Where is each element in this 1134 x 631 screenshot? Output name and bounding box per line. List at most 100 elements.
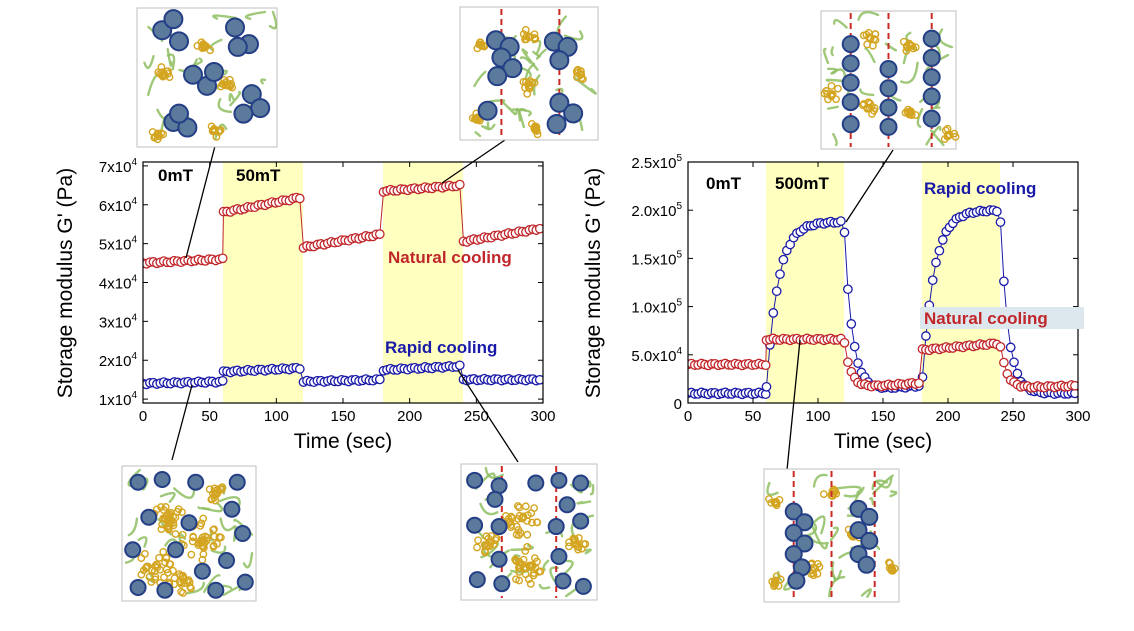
schematic-insets bbox=[121, 6, 960, 603]
data-point bbox=[1005, 342, 1016, 353]
data-point bbox=[999, 276, 1009, 287]
field-off-label: 0mT bbox=[158, 166, 194, 185]
magnetic-particle bbox=[236, 573, 254, 591]
magnetic-particle bbox=[477, 100, 498, 121]
magnetic-particle bbox=[468, 571, 486, 589]
crystalline-cluster bbox=[940, 124, 960, 144]
crystalline-cluster bbox=[205, 483, 227, 505]
magnetic-particle bbox=[466, 471, 484, 489]
data-point bbox=[534, 223, 543, 234]
magnetic-particle bbox=[493, 575, 511, 593]
x-tick-label: 200 bbox=[397, 408, 422, 425]
data-point bbox=[534, 374, 543, 385]
crystalline-cluster bbox=[511, 542, 545, 588]
schematic-inset bbox=[460, 463, 598, 601]
crystalline-cluster bbox=[859, 29, 880, 50]
data-point bbox=[374, 374, 385, 385]
series-label-rapid: Rapid cooling bbox=[385, 338, 497, 357]
data-series bbox=[143, 179, 543, 390]
magnetic-particle bbox=[466, 516, 484, 534]
magnetic-particle bbox=[490, 550, 508, 568]
y-axis-ticks: 1x104 2x104 3x104 4x104 5x104 6x104 7x104 bbox=[99, 157, 543, 409]
magnetic-particle bbox=[563, 103, 584, 124]
y-tick-label: 3x104 bbox=[99, 312, 138, 331]
magnetic-particle bbox=[857, 555, 876, 574]
magnetic-particle bbox=[156, 581, 174, 599]
magnetic-particle bbox=[204, 61, 224, 82]
callout-line bbox=[171, 384, 193, 461]
magnetic-particle bbox=[228, 473, 246, 491]
magnetic-particle bbox=[922, 109, 941, 128]
crystalline-cluster bbox=[473, 532, 501, 557]
magnetic-particle bbox=[187, 473, 205, 491]
crystalline-cluster bbox=[154, 63, 174, 82]
y-tick-label: 2.0x105 bbox=[631, 201, 682, 220]
magnetic-particle bbox=[922, 29, 941, 48]
crystalline-cluster bbox=[572, 65, 587, 84]
x-axis-title: Time (sec) bbox=[294, 430, 392, 453]
y-axis-title: Storage modulus G' (Pa) bbox=[582, 168, 605, 398]
x-tick-label: 0 bbox=[139, 408, 147, 425]
y-tick-label: 5x104 bbox=[99, 235, 138, 254]
series-label-natural: Natural cooling bbox=[388, 248, 512, 267]
data-point bbox=[836, 216, 846, 226]
callout-lines bbox=[171, 139, 894, 471]
crystalline-cluster bbox=[148, 128, 168, 144]
crystalline-cluster bbox=[820, 82, 842, 104]
magnetic-particle bbox=[163, 9, 184, 30]
label-highlight bbox=[920, 307, 1084, 329]
data-point bbox=[853, 358, 863, 368]
callout-line bbox=[457, 369, 519, 463]
series-natural-cooling bbox=[143, 179, 543, 269]
magnetic-particle bbox=[547, 518, 565, 536]
magnetic-particle bbox=[487, 66, 508, 87]
magnetic-particle bbox=[549, 50, 570, 71]
magnetic-particle bbox=[879, 59, 898, 78]
magnetic-particle bbox=[784, 502, 803, 521]
crystalline-cluster bbox=[901, 105, 920, 119]
data-point bbox=[760, 360, 771, 371]
data-point bbox=[294, 364, 305, 374]
y-tick-label: 1.5x105 bbox=[631, 249, 682, 268]
magnetic-particle bbox=[572, 512, 590, 530]
magnetic-particle bbox=[574, 577, 592, 595]
y-tick-label: 4x104 bbox=[99, 274, 138, 293]
magnetic-particle bbox=[550, 547, 568, 565]
magnetic-particle bbox=[486, 490, 504, 508]
crystalline-cluster bbox=[765, 495, 784, 510]
data-point bbox=[937, 235, 948, 245]
field-on-label: 500mT bbox=[775, 174, 829, 193]
x-tick-label: 50 bbox=[745, 408, 762, 425]
schematic-inset bbox=[136, 7, 278, 148]
data-point bbox=[843, 357, 853, 368]
magnetic-particle bbox=[233, 103, 254, 124]
x-tick-label: 150 bbox=[870, 408, 895, 425]
series-label-natural: Natural cooling bbox=[924, 309, 1048, 328]
magnetic-particle bbox=[841, 93, 860, 112]
magnetic-particle bbox=[225, 17, 245, 38]
crystalline-cluster bbox=[519, 77, 539, 98]
magnetic-particle bbox=[549, 92, 570, 113]
magnetic-particle bbox=[879, 79, 898, 98]
x-axis-ticks: 0 50 100 150 200 250 300 bbox=[139, 162, 556, 425]
magnetic-particle bbox=[250, 98, 271, 119]
schematic-inset bbox=[459, 6, 599, 141]
y-tick-label: 2.5x105 bbox=[631, 153, 682, 172]
data-point bbox=[217, 253, 228, 264]
data-point bbox=[454, 360, 465, 371]
data-point bbox=[217, 375, 228, 386]
data-point bbox=[849, 341, 860, 352]
data-point bbox=[992, 206, 1002, 217]
magnetic-particle bbox=[922, 68, 941, 87]
data-point bbox=[768, 308, 779, 318]
crystalline-cluster bbox=[193, 38, 215, 55]
magnetic-particle bbox=[787, 571, 806, 590]
chart-right-500mT: 0 50 100 150 200 250 300 0 5.0x104 1.0x105 1.5x10… bbox=[582, 153, 1091, 453]
x-tick-label: 300 bbox=[1065, 408, 1090, 425]
magnetic-particle bbox=[849, 521, 868, 540]
magnetic-particle bbox=[546, 114, 567, 135]
plot-frame bbox=[142, 161, 544, 404]
x-tick-label: 50 bbox=[201, 408, 218, 425]
y-tick-label: 1.0x105 bbox=[631, 298, 682, 317]
schematic-inset bbox=[820, 10, 960, 150]
